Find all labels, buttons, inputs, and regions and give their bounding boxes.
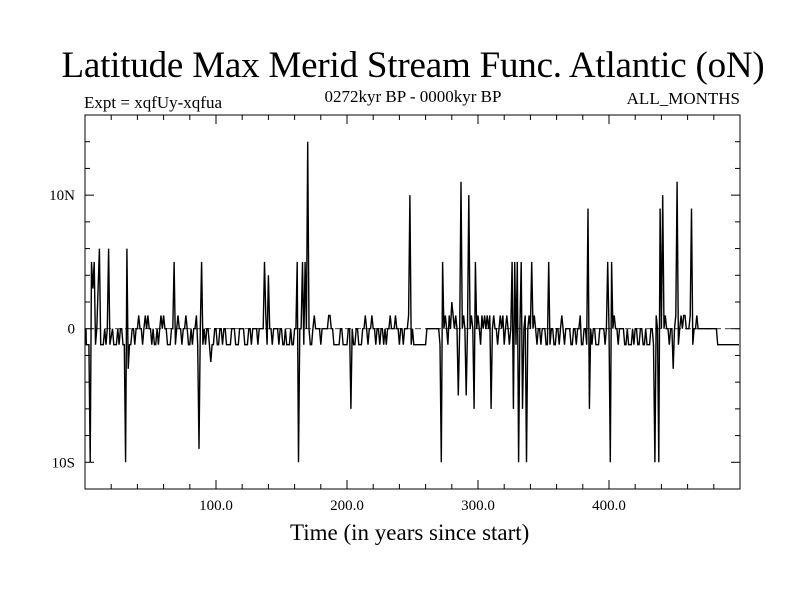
- x-tick-label: 100.0: [199, 498, 233, 514]
- season-label: ALL_MONTHS: [626, 89, 740, 108]
- x-tick-label: 400.0: [592, 498, 626, 514]
- series-line: [85, 141, 739, 463]
- time-range-label: 0272kyr BP - 0000kyr BP: [324, 87, 502, 106]
- y-tick-label: 10S: [52, 455, 75, 471]
- experiment-label: Expt = xqfUy-xqfua: [84, 93, 223, 112]
- chart-title: Latitude Max Merid Stream Func. Atlantic…: [61, 45, 765, 86]
- plot-frame: [84, 114, 741, 490]
- x-tick-label: 300.0: [461, 498, 495, 514]
- y-tick-label: 10N: [49, 188, 75, 204]
- x-tick-label: 200.0: [330, 498, 364, 514]
- x-axis-label: Time (in years since start): [290, 520, 530, 545]
- y-tick-label: 0: [68, 322, 76, 338]
